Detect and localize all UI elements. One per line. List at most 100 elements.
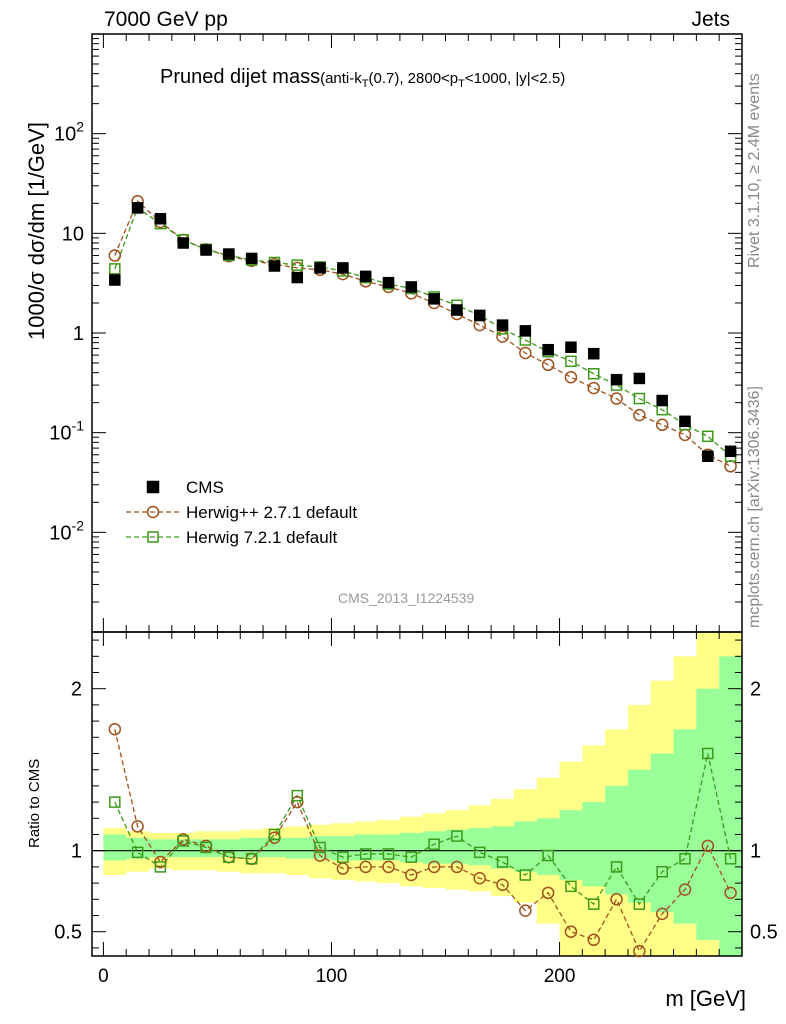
herwigpp-main-line: [114, 200, 731, 467]
herwig7-main-line: [114, 206, 732, 457]
cms-data-point: [314, 262, 326, 274]
analysis-watermark: CMS_2013_I1224539: [338, 590, 475, 606]
plot-title-cuts: (anti-kT(0.7), 2800<pT<1000, |y|<2.5): [320, 70, 566, 90]
ratio-band-inner: [582, 802, 606, 887]
herwigpp-main-point: [678, 428, 692, 442]
ratio-band-inner: [513, 821, 537, 872]
cms-data-point: [519, 325, 532, 337]
cms-data-point: [679, 415, 691, 428]
ratio-band-inner: [696, 688, 720, 940]
cms-data-point: [109, 274, 121, 286]
ratio-plot-frame: [91, 631, 743, 957]
herwig7-ratio-point: [177, 835, 189, 847]
herwig7-ratio-point: [702, 747, 714, 760]
herwig7-ratio-point: [656, 866, 668, 878]
herwigpp-ratio-point: [108, 722, 122, 736]
herwig7-main-point: [588, 368, 600, 380]
herwigpp-ratio-point: [496, 878, 509, 891]
herwig7-ratio-point: [245, 853, 258, 865]
ratio-band-inner: [263, 837, 286, 858]
herwigpp-ratio-point: [450, 860, 464, 874]
ratio-band-inner: [627, 769, 651, 903]
herwig7-ratio-point: [131, 846, 144, 859]
herwigpp-main-point: [587, 381, 601, 395]
cms-data-point: [656, 394, 668, 407]
ratio-band-inner: [605, 785, 628, 895]
herwigpp-ratio-line: [114, 729, 732, 953]
herwig7-ratio-point: [223, 851, 235, 863]
herwig7-ratio-point: [610, 861, 623, 873]
cms-data-point: [337, 262, 349, 274]
herwigpp-main-point: [496, 330, 509, 343]
herwigpp-ratio-point: [701, 839, 715, 853]
herwigpp-ratio-point: [655, 907, 669, 921]
ratio-y-tick-label-right: 1: [750, 841, 761, 863]
ratio-band-inner: [103, 834, 127, 861]
herwigpp-ratio-point: [564, 925, 578, 938]
cms-data-point: [565, 341, 577, 353]
cms-data-point: [405, 281, 418, 293]
ratio-band-inner: [673, 729, 697, 924]
cms-data-point: [131, 202, 144, 214]
ratio-band-inner: [445, 829, 469, 864]
herwig7-ratio-point: [405, 851, 418, 863]
cms-data-point: [702, 450, 714, 462]
header-category-label: Jets: [691, 8, 730, 31]
herwigpp-ratio-point: [359, 860, 372, 874]
cms-data-point: [428, 293, 440, 305]
ratio-band-inner: [171, 839, 195, 858]
ratio-band-inner: [217, 839, 241, 858]
ratio-band-inner: [354, 834, 378, 861]
herwigpp-main-point: [564, 370, 578, 384]
herwigpp-ratio-point: [724, 886, 737, 900]
y-tick-label: 10-2: [49, 517, 84, 544]
cms-data-point: [542, 343, 554, 356]
herwigpp-main-point: [655, 418, 669, 432]
herwig7-ratio-point: [451, 830, 463, 842]
x-tick-label: 0: [98, 966, 109, 987]
herwig7-ratio-point: [588, 898, 600, 910]
cms-data-point: [382, 276, 395, 289]
herwigpp-ratio-point: [382, 860, 395, 874]
cms-data-point: [291, 271, 304, 284]
y-tick-label: 102: [54, 119, 84, 146]
herwig7-main-point: [702, 430, 714, 443]
ratio-band-inner: [422, 831, 446, 864]
cms-data-point: [724, 445, 737, 458]
cms-data-point: [633, 372, 646, 385]
legend-herwigpp-marker: [146, 505, 160, 519]
ratio-band-inner: [377, 834, 400, 861]
herwigpp-ratio-point: [541, 886, 555, 900]
ratio-band-inner: [536, 818, 560, 875]
ratio-y-tick-label: 1: [71, 841, 82, 863]
cms-data-point: [223, 248, 235, 260]
cms-data-point: [610, 373, 623, 386]
herwig7-ratio-point: [542, 849, 554, 862]
ratio-y-tick-label-right: 0.5: [750, 922, 778, 944]
herwig7-main-point: [109, 263, 121, 275]
herwig7-ratio-point: [724, 853, 737, 865]
herwigpp-ratio-point: [519, 904, 532, 917]
cms-data-point: [200, 244, 212, 256]
cms-data-point: [177, 237, 189, 249]
cms-data-point: [473, 309, 486, 322]
ratio-y-tick-label: 0.5: [54, 922, 82, 944]
plot-title: Pruned dijet mass(anti-kT(0.7), 2800<pT<…: [160, 66, 565, 90]
ratio-y-tick-label-right: 2: [750, 679, 761, 701]
herwigpp-main-point: [108, 249, 122, 262]
herwig7-main-point: [565, 355, 577, 368]
cms-data-point: [154, 213, 167, 225]
ratio-band-inner: [719, 656, 742, 956]
ratio-y-tick-label: 2: [71, 679, 82, 701]
herwig7-ratio-point: [154, 861, 167, 873]
cms-data-point: [588, 347, 600, 360]
herwigpp-ratio-point: [131, 820, 144, 833]
herwigpp-ratio-point: [633, 944, 646, 958]
herwig7-ratio-point: [519, 869, 532, 881]
herwig7-ratio-point: [633, 898, 646, 910]
herwig7-main-point: [633, 392, 646, 405]
herwigpp-main-point: [541, 358, 555, 372]
cms-data-point: [268, 260, 281, 272]
herwigpp-main-point: [633, 408, 646, 422]
